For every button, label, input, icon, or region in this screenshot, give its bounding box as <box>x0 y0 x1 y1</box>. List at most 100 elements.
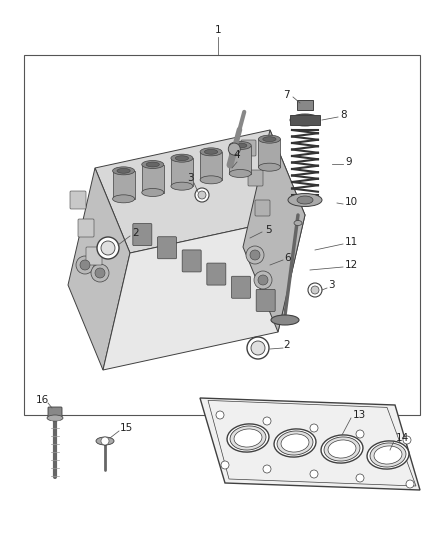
Text: 7: 7 <box>283 90 290 100</box>
Ellipse shape <box>142 160 164 168</box>
Text: 1: 1 <box>215 25 221 35</box>
Ellipse shape <box>175 156 188 160</box>
Ellipse shape <box>142 189 164 197</box>
Ellipse shape <box>229 169 251 177</box>
Ellipse shape <box>297 196 313 204</box>
Circle shape <box>356 430 364 438</box>
FancyBboxPatch shape <box>232 276 251 298</box>
Circle shape <box>198 191 206 199</box>
Ellipse shape <box>229 141 251 149</box>
Polygon shape <box>142 165 164 192</box>
FancyBboxPatch shape <box>182 250 201 272</box>
Ellipse shape <box>367 441 409 469</box>
Polygon shape <box>171 158 193 186</box>
Ellipse shape <box>274 429 316 457</box>
FancyBboxPatch shape <box>48 407 62 419</box>
Bar <box>290 115 320 125</box>
Circle shape <box>228 143 240 155</box>
Ellipse shape <box>205 149 218 154</box>
Text: 3: 3 <box>328 280 335 290</box>
Polygon shape <box>200 152 222 180</box>
Ellipse shape <box>281 434 309 452</box>
Bar <box>24 55 420 415</box>
Ellipse shape <box>117 168 130 173</box>
Ellipse shape <box>374 446 402 464</box>
Text: 2: 2 <box>283 340 290 350</box>
Polygon shape <box>113 171 134 199</box>
Ellipse shape <box>113 167 134 175</box>
Circle shape <box>308 283 322 297</box>
Ellipse shape <box>258 135 280 143</box>
Text: 10: 10 <box>345 197 358 207</box>
Circle shape <box>311 286 319 294</box>
Circle shape <box>101 241 115 255</box>
Circle shape <box>251 341 265 355</box>
Ellipse shape <box>96 437 114 445</box>
Polygon shape <box>95 130 305 253</box>
Ellipse shape <box>290 114 320 126</box>
Ellipse shape <box>263 137 276 142</box>
Ellipse shape <box>47 415 63 421</box>
Polygon shape <box>243 130 305 332</box>
Ellipse shape <box>200 176 222 184</box>
Circle shape <box>101 437 109 445</box>
Ellipse shape <box>113 195 134 203</box>
FancyBboxPatch shape <box>207 263 226 285</box>
Ellipse shape <box>233 143 247 148</box>
Polygon shape <box>200 398 420 490</box>
Ellipse shape <box>200 148 222 156</box>
Text: 15: 15 <box>120 423 133 433</box>
Ellipse shape <box>146 162 159 167</box>
FancyBboxPatch shape <box>70 191 86 209</box>
Text: 4: 4 <box>234 150 240 160</box>
Ellipse shape <box>227 424 269 452</box>
Text: 2: 2 <box>132 228 138 238</box>
Text: 11: 11 <box>345 237 358 247</box>
Circle shape <box>246 246 264 264</box>
Polygon shape <box>258 139 280 167</box>
Circle shape <box>356 474 364 482</box>
Polygon shape <box>229 146 251 174</box>
Text: 8: 8 <box>340 110 346 120</box>
FancyBboxPatch shape <box>241 140 256 156</box>
Polygon shape <box>68 168 130 370</box>
FancyBboxPatch shape <box>248 170 263 186</box>
Text: 3: 3 <box>187 173 193 183</box>
Ellipse shape <box>171 182 193 190</box>
Circle shape <box>310 424 318 432</box>
Text: 16: 16 <box>35 395 49 405</box>
Circle shape <box>247 337 269 359</box>
Ellipse shape <box>288 193 322 206</box>
Text: 6: 6 <box>285 253 291 263</box>
Circle shape <box>97 237 119 259</box>
Ellipse shape <box>277 431 313 455</box>
Text: 13: 13 <box>353 410 366 420</box>
FancyBboxPatch shape <box>133 223 152 246</box>
Circle shape <box>263 417 271 425</box>
Circle shape <box>250 250 260 260</box>
Circle shape <box>258 275 268 285</box>
Ellipse shape <box>324 437 360 461</box>
Ellipse shape <box>370 443 406 467</box>
Circle shape <box>221 461 229 469</box>
Circle shape <box>76 256 94 274</box>
Polygon shape <box>103 215 305 370</box>
Ellipse shape <box>258 163 280 171</box>
Text: 9: 9 <box>345 157 352 167</box>
Circle shape <box>216 411 224 419</box>
Circle shape <box>310 470 318 478</box>
Text: 5: 5 <box>265 225 271 235</box>
Ellipse shape <box>234 429 262 447</box>
Ellipse shape <box>230 426 266 450</box>
Ellipse shape <box>294 221 302 225</box>
FancyBboxPatch shape <box>255 200 270 216</box>
Text: 14: 14 <box>396 433 409 443</box>
Circle shape <box>263 465 271 473</box>
Ellipse shape <box>271 315 299 325</box>
Circle shape <box>403 436 411 444</box>
Circle shape <box>91 264 109 282</box>
Circle shape <box>406 480 414 488</box>
Text: 12: 12 <box>345 260 358 270</box>
FancyBboxPatch shape <box>78 219 94 237</box>
Circle shape <box>254 271 272 289</box>
